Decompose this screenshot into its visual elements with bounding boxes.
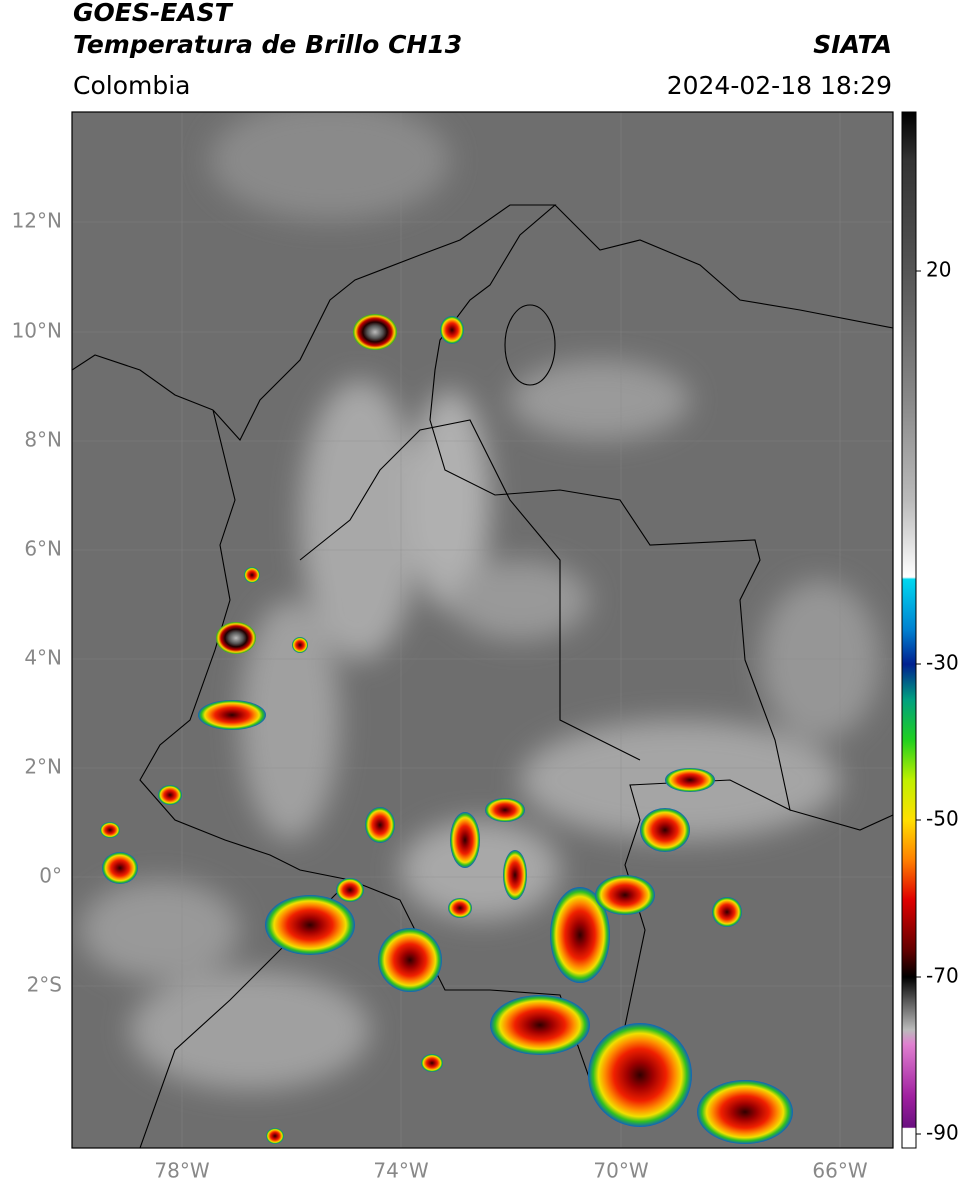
storm xyxy=(198,700,266,730)
map-imagery xyxy=(72,112,893,1148)
cloud xyxy=(450,560,590,640)
timestamp: 2024-02-18 18:29 xyxy=(667,71,892,100)
lat-label: 12°N xyxy=(12,209,62,233)
colorbar-scale xyxy=(901,111,917,1149)
lake-maracaibo xyxy=(504,304,556,386)
storm xyxy=(100,822,120,838)
storm xyxy=(712,897,742,927)
cloud xyxy=(130,970,370,1090)
storm xyxy=(336,878,364,902)
lon-labels: 78°W 74°W 70°W 66°W xyxy=(154,1159,867,1183)
cloud xyxy=(410,390,490,610)
colorbar: 20 -30 -50 -70 -90 xyxy=(901,111,959,1149)
storm xyxy=(697,1080,793,1144)
cloud-field xyxy=(80,112,880,1090)
cloud xyxy=(80,880,240,980)
cloud xyxy=(510,360,690,440)
storm xyxy=(448,898,472,918)
storm xyxy=(450,812,480,868)
colorbar-label: -70 xyxy=(926,964,959,988)
lat-label: 6°N xyxy=(24,537,62,561)
storm xyxy=(440,316,464,344)
storm xyxy=(421,1054,443,1072)
storm xyxy=(102,852,138,884)
lat-label: 10°N xyxy=(12,319,62,343)
storm xyxy=(595,875,655,915)
storm xyxy=(503,850,527,900)
lon-label: 66°W xyxy=(812,1159,867,1183)
source: SIATA xyxy=(813,30,892,59)
storm xyxy=(365,807,395,843)
storm xyxy=(490,995,590,1055)
storm xyxy=(266,1128,284,1144)
storms xyxy=(100,314,793,1144)
colorbar-label: -90 xyxy=(926,1121,959,1145)
storm xyxy=(550,887,610,983)
colorbar-label: -50 xyxy=(926,807,959,831)
borders xyxy=(72,204,893,1148)
lat-labels: 12°N 10°N 8°N 6°N 4°N 2°N 0° 2°S xyxy=(12,209,62,997)
storm xyxy=(158,785,182,805)
storm xyxy=(378,928,442,992)
cloud xyxy=(240,600,340,840)
colorbar-label: 20 xyxy=(926,258,951,282)
storm xyxy=(265,895,355,955)
cloud xyxy=(300,380,420,660)
lat-label: 0° xyxy=(39,864,62,888)
map-frame xyxy=(71,111,894,1149)
lat-label: 4°N xyxy=(24,646,62,670)
lon-label: 70°W xyxy=(593,1159,648,1183)
storm xyxy=(485,798,525,822)
storm xyxy=(292,637,308,653)
colorbar-label: -30 xyxy=(926,651,959,675)
cloud xyxy=(400,820,560,920)
lat-label: 2°S xyxy=(27,973,62,997)
storm xyxy=(640,808,690,852)
cloud xyxy=(210,112,450,220)
brazil-border xyxy=(789,809,893,831)
lon-label: 74°W xyxy=(373,1159,428,1183)
region: Colombia xyxy=(73,71,190,100)
storm xyxy=(665,768,715,792)
storm xyxy=(588,1023,692,1127)
cloud xyxy=(760,580,880,740)
lon-label: 78°W xyxy=(154,1159,209,1183)
storm xyxy=(244,567,260,583)
departments xyxy=(299,419,641,761)
panama-coast xyxy=(72,354,214,411)
colombia-border xyxy=(139,204,791,1107)
lat-label: 2°N xyxy=(24,755,62,779)
title-line-2: Temperatura de Brillo CH13 xyxy=(73,30,462,59)
venezuela-coast xyxy=(554,204,893,329)
storm xyxy=(216,622,256,654)
title-line-1: GOES-EAST xyxy=(73,0,234,27)
graticule xyxy=(72,112,893,1148)
lat-label: 8°N xyxy=(24,428,62,452)
storm xyxy=(353,314,397,350)
